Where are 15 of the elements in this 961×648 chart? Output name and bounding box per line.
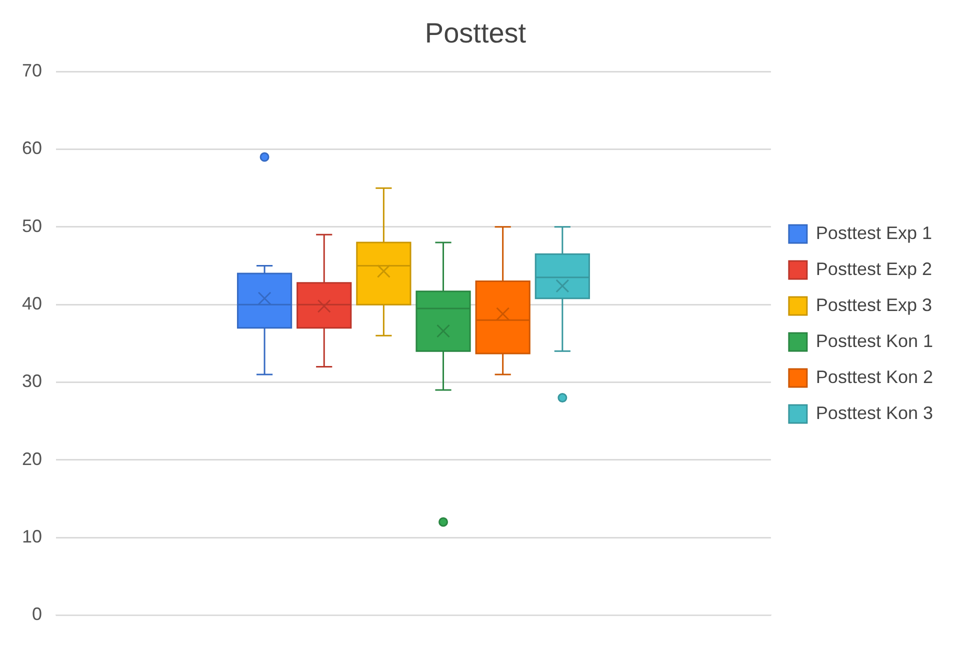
- y-tick-label: 10: [22, 526, 42, 547]
- y-tick-label: 40: [22, 294, 42, 314]
- y-tick-label: 70: [22, 60, 42, 81]
- y-tick-label: 60: [22, 138, 42, 158]
- legend-label: Posttest Exp 3: [816, 294, 932, 315]
- legend-label: Posttest Exp 2: [816, 258, 932, 279]
- chart-title: Posttest: [424, 18, 526, 49]
- legend-label: Posttest Kon 1: [816, 330, 934, 351]
- legend-label: Posttest Kon 3: [816, 402, 934, 423]
- y-tick-label: 20: [22, 448, 42, 469]
- legend-label: Posttest Exp 1: [816, 222, 932, 243]
- y-tick-label: 0: [32, 604, 42, 624]
- y-tick-label: 30: [22, 371, 42, 392]
- legend-label: Posttest Kon 2: [816, 366, 934, 387]
- y-tick-label: 50: [22, 216, 42, 236]
